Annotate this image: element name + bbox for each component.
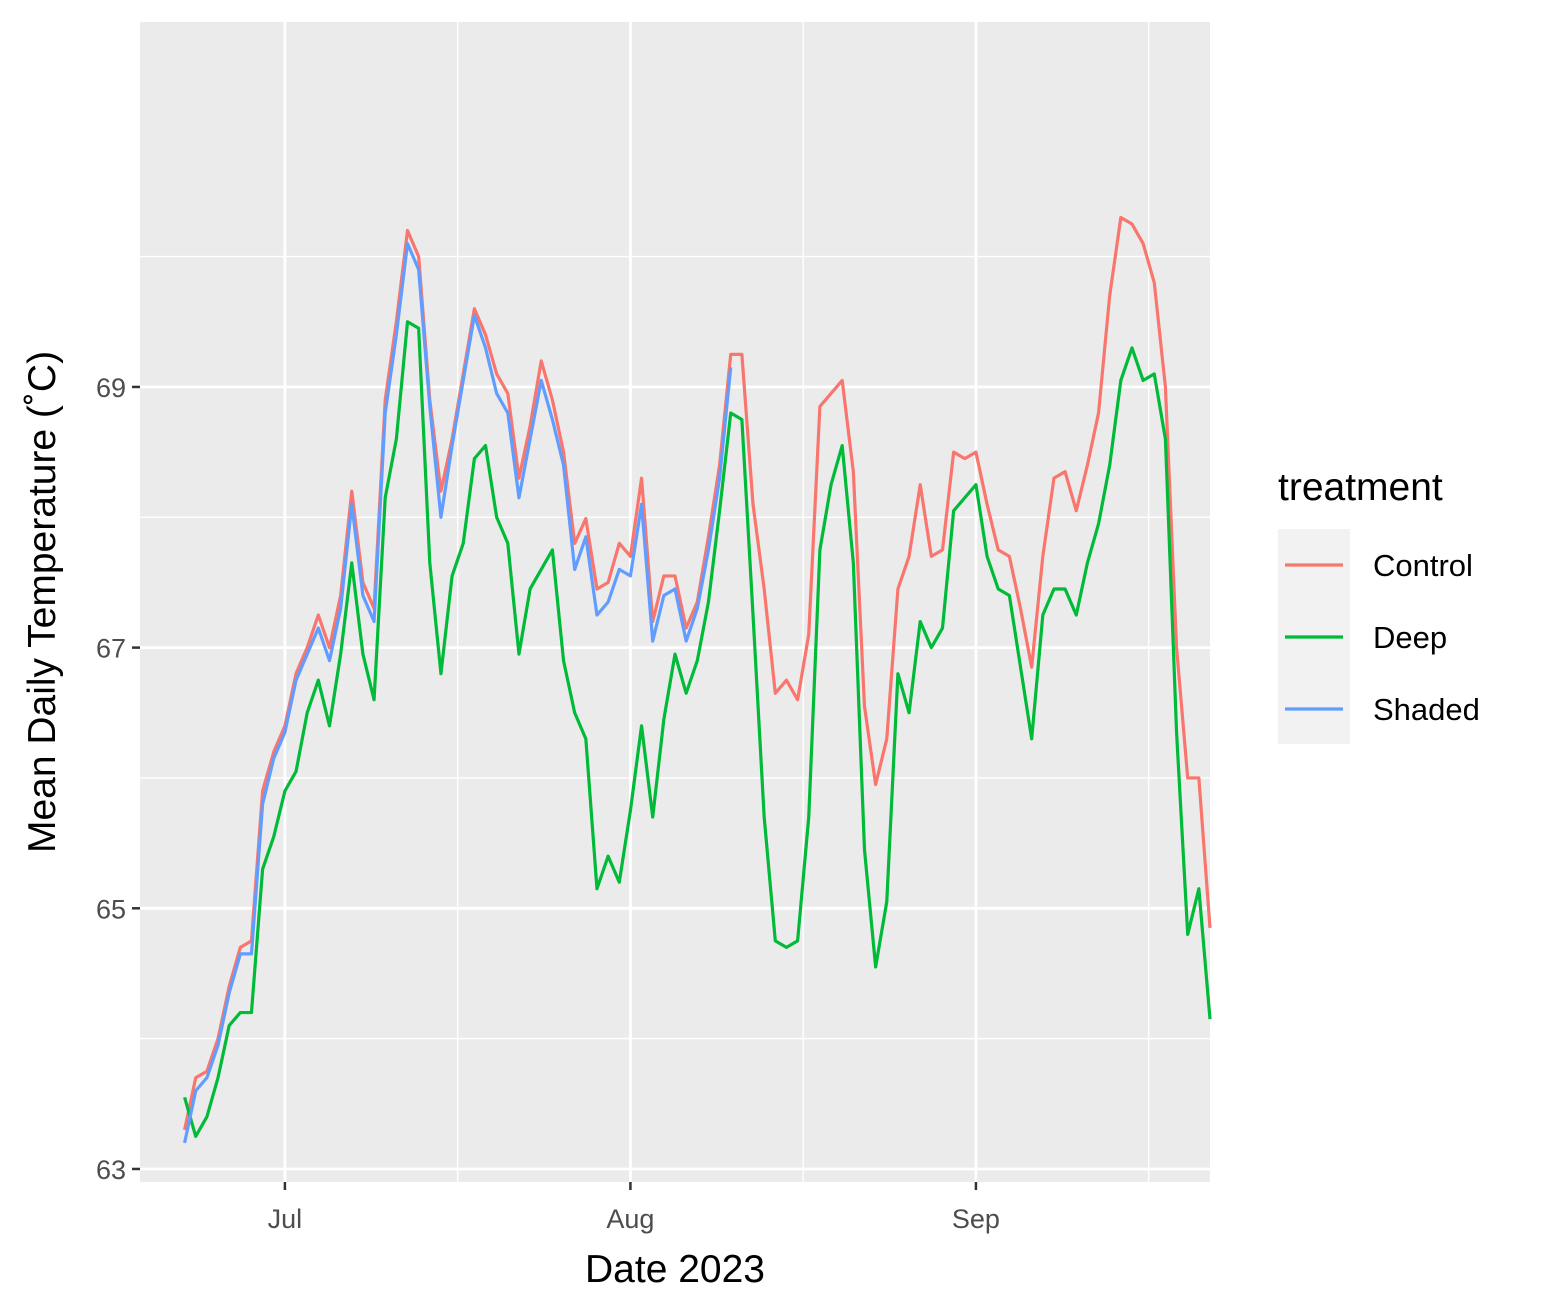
x-axis-title: Date 2023 [585,1248,765,1291]
y-tick-label: 65 [96,894,126,924]
x-tick-label: Aug [606,1204,654,1234]
axis-ticks [132,385,978,1190]
legend-label-control: Control [1373,548,1473,583]
x-tick-label: Jul [268,1204,303,1234]
series-line-deep [183,320,1212,1138]
minor-gridlines [140,22,1210,1182]
legend-title: treatment [1278,466,1443,509]
legend-items: Control Deep Shaded [1285,548,1480,727]
legend-label-deep: Deep [1373,620,1447,655]
major-gridlines [140,22,1210,1182]
series-line-shaded [183,241,733,1144]
y-tick-label: 67 [96,634,126,664]
legend-label-shaded: Shaded [1373,692,1480,727]
y-axis-title: Mean Daily Temperature (˚C) [21,351,64,853]
y-tick-label: 63 [96,1155,126,1185]
legend: treatment Control Deep Shaded [1278,466,1480,744]
x-tick-label: Sep [952,1204,1000,1234]
tick-labels: 63 65 67 69 Jul Aug Sep [96,373,1000,1234]
plot-panel [140,22,1210,1182]
y-tick-label: 69 [96,373,126,403]
series-lines [183,215,1212,1144]
